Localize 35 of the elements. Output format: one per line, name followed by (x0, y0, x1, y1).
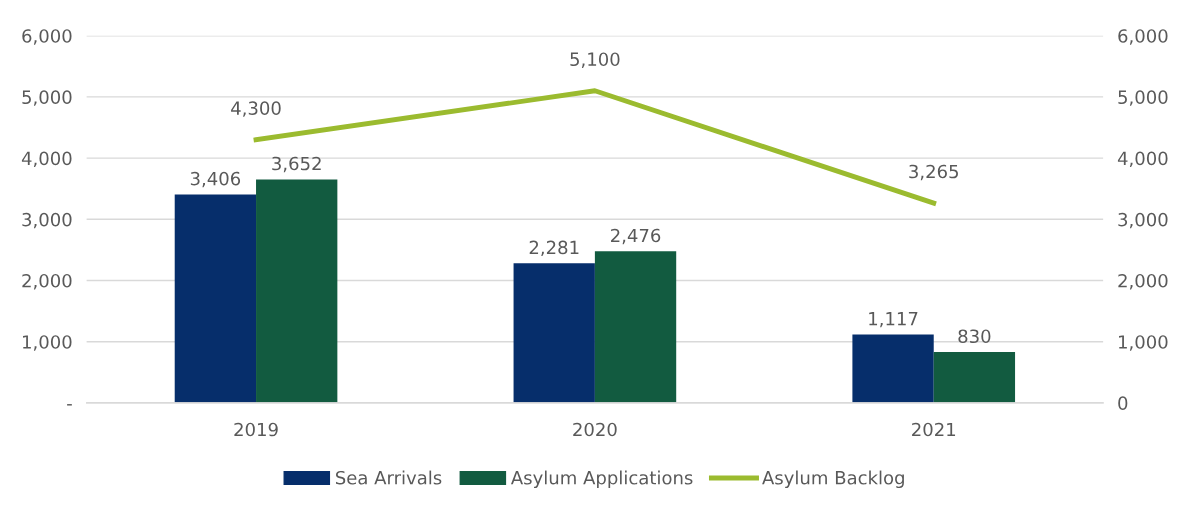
y-tick-label: 4,000 (21, 151, 72, 168)
data-label: 1,117 (869, 312, 918, 328)
data-label: 830 (958, 329, 991, 344)
y2-tick-label: 6,000 (1118, 29, 1168, 45)
y-tick-label: - (67, 404, 72, 406)
legend-label: Asylum Backlog (762, 470, 904, 489)
x-tick-label: 2021 (912, 422, 956, 437)
y2-tick-label: 4,000 (1117, 151, 1168, 168)
data-label: 3,406 (190, 171, 241, 188)
bar (594, 251, 677, 403)
y-tick-label: 2,000 (22, 273, 72, 290)
y2-tick-label: 1,000 (1119, 335, 1168, 351)
x-tick-label: 2020 (573, 422, 617, 437)
legend-label: Asylum Applications (510, 470, 693, 489)
data-label: 3,652 (272, 156, 321, 173)
data-label: 5,100 (570, 52, 620, 68)
y2-tick-label: 5,000 (1118, 90, 1168, 106)
bar (513, 263, 595, 403)
y-tick-label: 6,000 (22, 29, 72, 45)
data-label: 4,300 (231, 101, 281, 117)
data-label: 2,281 (529, 240, 579, 257)
y-tick-label: 1,000 (23, 335, 72, 351)
y-tick-label: 5,000 (22, 90, 72, 106)
legend-label: Sea Arrivals (335, 470, 442, 485)
y2-tick-label: 0 (1118, 396, 1128, 411)
data-label: 3,265 (909, 164, 958, 181)
bar (256, 179, 338, 403)
y2-tick-label: 2,000 (1118, 273, 1168, 290)
bar (852, 334, 934, 403)
bar (174, 194, 257, 403)
x-tick-label: 2019 (234, 422, 278, 437)
y2-tick-label: 3,000 (1118, 212, 1168, 229)
bar (933, 352, 1016, 403)
y-tick-label: 3,000 (22, 212, 72, 229)
data-label: 2,476 (611, 228, 661, 245)
